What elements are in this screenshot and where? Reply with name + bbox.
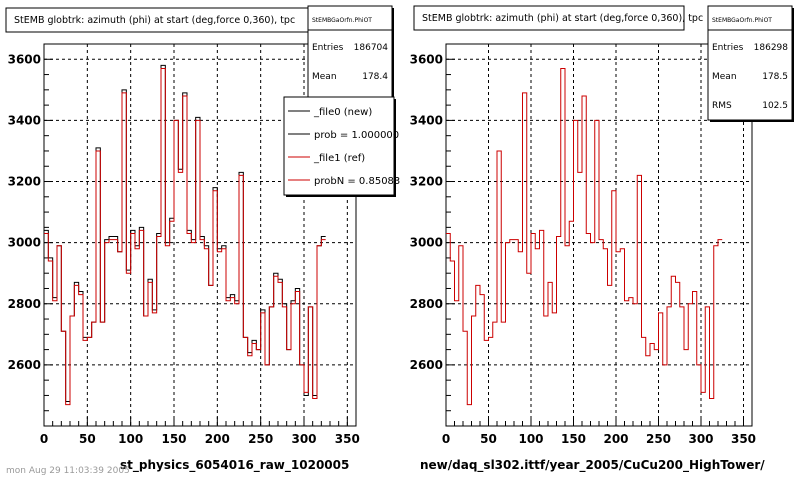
footer-timestamp: mon Aug 29 11:03:39 2005 xyxy=(6,466,130,476)
x-tick-label: 300 xyxy=(688,432,713,446)
y-tick-label: 3400 xyxy=(410,113,443,127)
stats-value: 178.4 xyxy=(362,72,388,82)
x-tick-label: 250 xyxy=(248,432,273,446)
y-tick-label: 3600 xyxy=(8,52,41,66)
legend-label: prob = 1.000000 xyxy=(314,130,399,141)
stats-name: StEMBGaOrfn.PhiOT xyxy=(712,17,772,24)
series-1-line xyxy=(44,67,326,406)
plot-panel-right: 0 50 100 150 200 250 300 350 2600 2800 3000 3200 340… xyxy=(410,5,794,446)
x-tick-label: 150 xyxy=(161,432,186,446)
stats-value: 186298 xyxy=(754,43,789,53)
y-tick-label: 3200 xyxy=(410,175,443,189)
stats-value: 102.5 xyxy=(762,101,788,111)
chart-title: StEMB globtrk: azimuth (phi) at start (d… xyxy=(14,15,295,26)
stats-value: 178.5 xyxy=(762,72,788,82)
legend-label: _file0 (new) xyxy=(313,107,372,118)
x-tick-label: 0 xyxy=(442,432,450,446)
x-tick-label: 350 xyxy=(731,432,756,446)
stats-label: Mean xyxy=(312,72,337,82)
y-tick-label: 3400 xyxy=(8,113,41,127)
bottom-label-right: new/daq_sl302.ittf/year_2005/CuCu200_Hig… xyxy=(420,458,765,472)
x-tick-label: 200 xyxy=(205,432,230,446)
x-tick-label: 250 xyxy=(646,432,671,446)
chart-title: StEMB globtrk: azimuth (phi) at start (d… xyxy=(422,13,703,24)
stats-label: RMS xyxy=(712,101,732,111)
x-tick-label: 200 xyxy=(603,432,628,446)
legend-box xyxy=(283,96,395,196)
x-tick-label: 50 xyxy=(79,432,96,446)
x-tick-label: 150 xyxy=(561,432,586,446)
x-tick-label: 350 xyxy=(335,432,360,446)
stats-label: Entries xyxy=(712,43,744,53)
series-0-line xyxy=(446,67,723,406)
stats-box xyxy=(707,5,793,121)
y-tick-label: 3000 xyxy=(410,236,443,250)
y-tick-label: 2800 xyxy=(410,297,443,311)
legend-label: _file1 (ref) xyxy=(313,153,365,164)
stats-box xyxy=(307,5,393,101)
y-tick-label: 2600 xyxy=(8,358,41,372)
title-box xyxy=(5,7,309,33)
stats-value: 186704 xyxy=(354,43,389,53)
y-tick-label: 3000 xyxy=(8,236,41,250)
y-tick-label: 3200 xyxy=(8,175,41,189)
title-box xyxy=(413,5,685,31)
y-tick-label: 3600 xyxy=(410,52,443,66)
legend-label: probN = 0.85083 xyxy=(314,176,400,187)
stats-label: Entries xyxy=(312,43,344,53)
x-tick-label: 50 xyxy=(480,432,497,446)
x-tick-label: 100 xyxy=(518,432,543,446)
y-tick-label: 2800 xyxy=(8,297,41,311)
stats-label: Mean xyxy=(712,72,737,82)
x-tick-label: 100 xyxy=(118,432,143,446)
stats-name: StEMBGaOrfn.PhiOT xyxy=(312,17,372,24)
x-tick-label: 300 xyxy=(291,432,316,446)
bottom-label-left: st_physics_6054016_raw_1020005 xyxy=(120,458,350,472)
x-tick-label: 0 xyxy=(40,432,48,446)
plot-panel-left: 0 50 100 150 200 250 300 350 2600 2800 3000 3200 340… xyxy=(5,5,400,446)
y-tick-label: 2600 xyxy=(410,358,443,372)
